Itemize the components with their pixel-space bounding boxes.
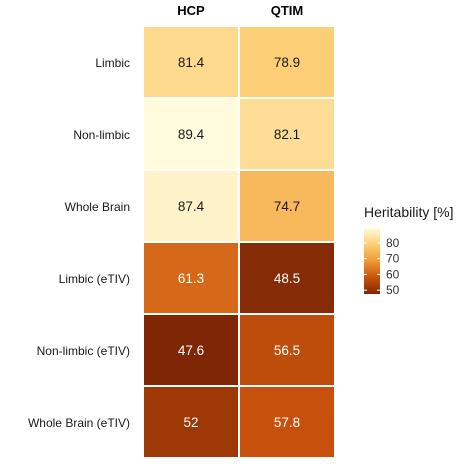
legend-tick-label: 80 [386, 236, 400, 250]
cell-value-label: 89.4 [178, 127, 205, 142]
row-label: Non-limbic (eTIV) [37, 344, 130, 358]
heatmap-cell [144, 387, 238, 457]
row-label: Whole Brain (eTIV) [28, 416, 130, 430]
legend-colorbar [364, 228, 380, 294]
row-label: Whole Brain [65, 200, 130, 214]
cell-value-label: 48.5 [274, 271, 300, 286]
heatmap-cell [240, 27, 334, 97]
cell-value-label: 61.3 [178, 271, 204, 286]
column-headers: HCP QTIM [177, 3, 303, 18]
heatmap-cells: 81.4 78.9 89.4 82.1 87.4 74.7 61.3 48.5 47.6 56.5… [144, 27, 334, 457]
legend-tick-label: 60 [386, 267, 400, 281]
cell-value-label: 52 [183, 415, 198, 430]
heatmap-cell [240, 243, 334, 313]
cell-value-label: 78.9 [274, 55, 300, 70]
cell-value-label: 56.5 [274, 343, 300, 358]
cell-value-label: 87.4 [178, 199, 205, 214]
heatmap-cell [144, 99, 238, 169]
heatmap-cell [240, 99, 334, 169]
heatmap-cell [240, 387, 334, 457]
heatmap-cell [240, 171, 334, 241]
column-header-hcp: HCP [177, 3, 205, 18]
row-label: Non-limbic [73, 128, 130, 142]
column-header-qtim: QTIM [271, 3, 304, 18]
cell-value-label: 74.7 [274, 199, 300, 214]
heatmap-cell [144, 27, 238, 97]
heatmap-cell [144, 243, 238, 313]
row-labels: Limbic Non-limbic Whole Brain Limbic (eTIV)… [28, 56, 130, 430]
row-label: Limbic [95, 56, 130, 70]
cell-value-label: 81.4 [178, 55, 205, 70]
cell-value-label: 82.1 [274, 127, 300, 142]
row-label: Limbic (eTIV) [59, 272, 130, 286]
legend-title: Heritability [%] [364, 204, 453, 220]
heatmap-cell [240, 315, 334, 385]
legend-tick-label: 50 [386, 283, 400, 297]
legend-tick-label: 70 [386, 252, 400, 266]
heatmap-cell [144, 171, 238, 241]
cell-value-label: 47.6 [178, 343, 204, 358]
cell-value-label: 57.8 [274, 415, 300, 430]
heatmap-cell [144, 315, 238, 385]
